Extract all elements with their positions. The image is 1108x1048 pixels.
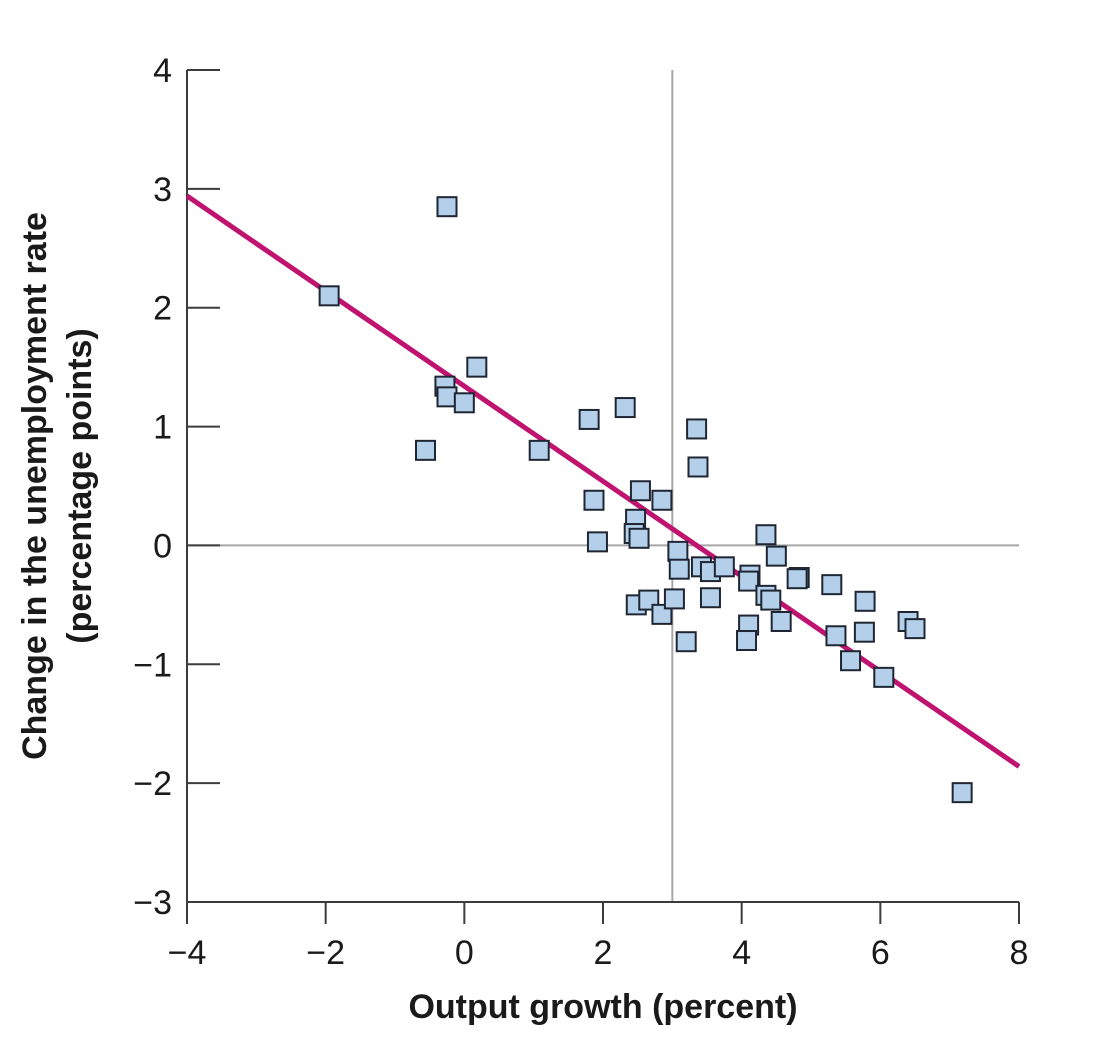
reference-lines (187, 70, 1019, 902)
data-point (466, 356, 488, 378)
x-tick-label: −2 (306, 934, 345, 972)
y-tick-label: 4 (153, 52, 172, 90)
data-point (770, 610, 792, 632)
data-points (318, 196, 973, 804)
data-point (687, 456, 709, 478)
y-axis-title-line1: Change in the unemployment rate (16, 212, 54, 760)
data-point (786, 568, 808, 590)
data-point (821, 574, 843, 596)
data-point (453, 392, 475, 414)
data-point (614, 397, 636, 419)
y-tick-label: −2 (133, 765, 172, 803)
data-point (436, 196, 458, 218)
y-axis-title-line2: (percentage points) (61, 328, 99, 643)
data-point (904, 618, 926, 640)
y-tick-label: −1 (133, 646, 172, 684)
data-point (951, 782, 973, 804)
x-tick-label: 2 (594, 934, 613, 972)
data-point (651, 489, 673, 511)
data-point (528, 439, 550, 461)
y-tick-label: 0 (153, 527, 172, 565)
data-point (736, 630, 758, 652)
data-point (854, 590, 876, 612)
data-point (436, 386, 458, 408)
data-point (825, 625, 847, 647)
x-tick-label: 6 (871, 934, 890, 972)
axes (186, 69, 1020, 924)
data-point (686, 418, 708, 440)
x-tick-label: −4 (168, 934, 207, 972)
data-point (853, 621, 875, 643)
data-point (651, 603, 673, 625)
data-point (713, 556, 735, 578)
y-tick-label: 2 (153, 290, 172, 328)
data-point (675, 631, 697, 653)
data-point (628, 527, 650, 549)
data-point (586, 531, 608, 553)
data-point (840, 650, 862, 672)
data-point (583, 489, 605, 511)
data-point (629, 480, 651, 502)
data-point (738, 570, 760, 592)
x-tick-label: 8 (1010, 934, 1029, 972)
data-point (699, 587, 721, 609)
y-tick-label: 1 (153, 409, 172, 447)
data-point (873, 666, 895, 688)
data-point (765, 545, 787, 567)
data-point (663, 588, 685, 610)
x-axis-title: Output growth (percent) (408, 988, 797, 1026)
data-point (318, 285, 340, 307)
data-point (668, 558, 690, 580)
y-tick-label: 3 (153, 171, 172, 209)
x-tick-label: 4 (732, 934, 751, 972)
data-point (415, 439, 437, 461)
data-point (755, 524, 777, 546)
x-tick-label: 0 (455, 934, 474, 972)
data-point (760, 589, 782, 611)
data-point (667, 540, 689, 562)
y-tick-label: −3 (133, 884, 172, 922)
tick-labels: −3 −2 −1 0 1 2 3 4 −4 −2 0 2 4 6 8 (133, 52, 1028, 972)
data-point (578, 408, 600, 430)
